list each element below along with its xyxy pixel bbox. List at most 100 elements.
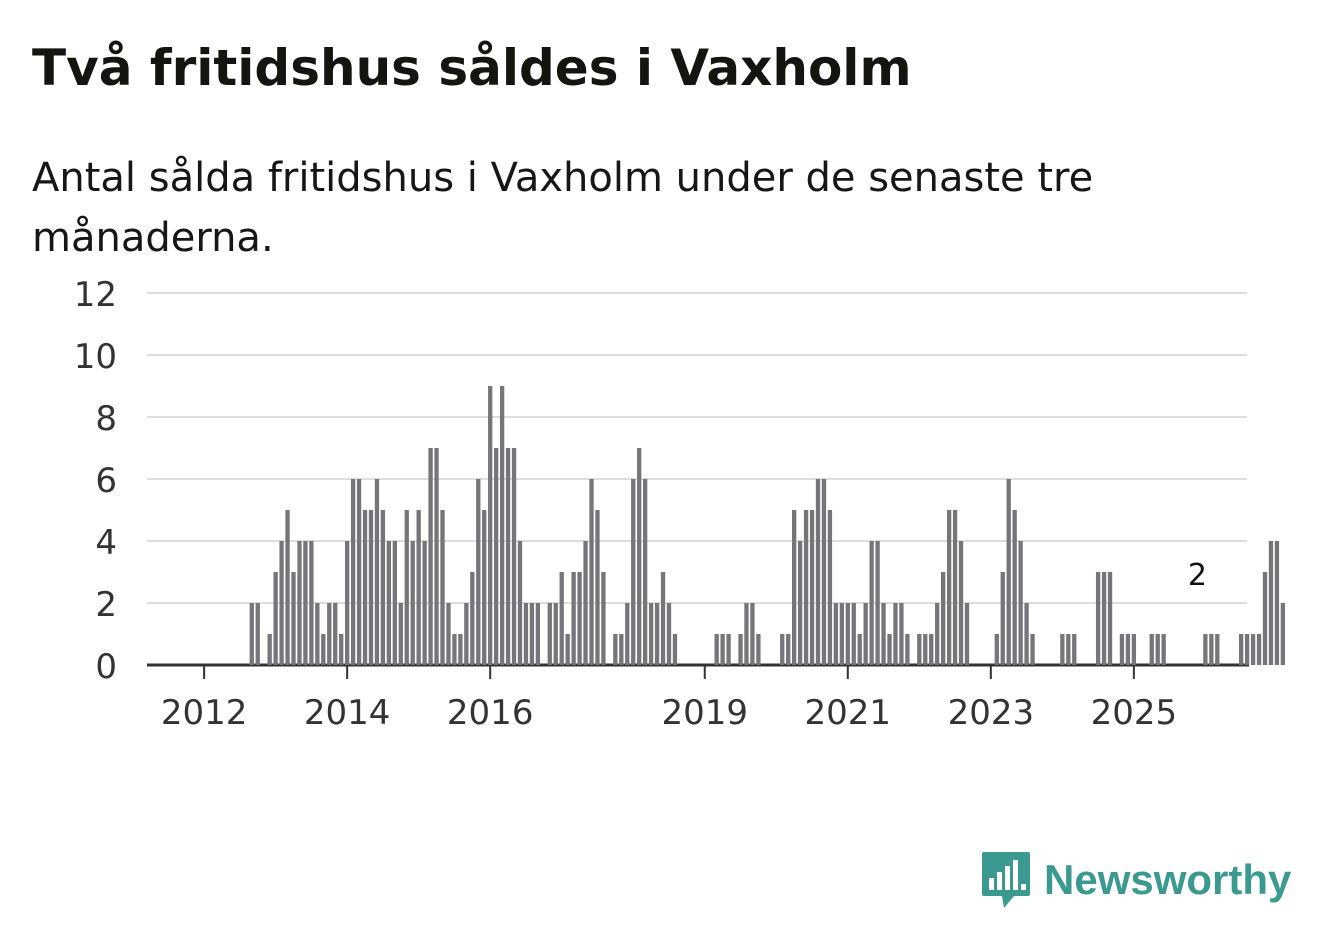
bar [601,572,606,665]
bar [416,510,421,665]
bar [309,541,314,665]
bar [660,572,666,665]
bar [756,634,761,665]
bar [643,479,648,665]
bar [857,634,862,665]
bar [333,603,338,665]
bar [1066,634,1071,665]
x-tick-label: 2021 [805,693,892,733]
bar [815,479,821,665]
bar [577,572,582,665]
bar [875,541,880,665]
y-tick-label: 0 [95,647,117,687]
bar [863,603,868,665]
bar [452,634,457,665]
bar [1107,572,1113,665]
x-tick-label: 2016 [447,693,534,733]
bar [809,510,815,665]
bar [339,634,344,665]
bar [368,510,374,665]
bar [726,634,731,665]
bar [672,634,678,665]
bar [613,634,618,665]
bar [458,634,463,665]
bar [583,541,588,665]
bar [792,510,797,665]
bar [440,510,445,665]
bar [589,479,594,665]
bar [380,510,386,665]
newsworthy-logo-icon [982,852,1030,908]
bar [249,603,254,665]
bar [625,603,630,665]
bar [839,603,844,665]
x-axis-ticks: 2012 2014 2016 2019 2021 2023 2025 [161,665,1177,733]
annotation-bubble [1185,557,1210,591]
bar [738,634,743,665]
bar [1262,572,1268,665]
bar [869,541,874,665]
bar [374,479,380,665]
bar [929,634,934,665]
bar [964,603,970,665]
bar [529,603,535,665]
bar [994,634,999,665]
brand-name: Newsworthy [1044,856,1292,903]
bar [255,603,260,665]
bar [935,603,940,665]
y-tick-label: 2 [95,585,117,625]
bar [1072,634,1077,665]
bar [1060,634,1065,665]
bar [535,603,541,665]
bar [631,479,636,665]
bar [350,479,356,665]
bar [1244,634,1250,665]
bar-series [249,386,1286,665]
bar [1030,634,1035,665]
bar [899,603,904,665]
bar [1274,541,1280,665]
bar [1161,634,1166,665]
bar [494,448,499,665]
bar [547,603,552,665]
bar [1268,541,1274,665]
bar [881,603,886,665]
bar [1018,541,1023,665]
bar [905,634,910,665]
bar [464,603,469,665]
bar [1012,510,1017,665]
bar [952,510,958,665]
bar [362,510,368,665]
bar [321,634,326,665]
bar [1000,572,1005,665]
bar [279,541,284,665]
bar [833,603,839,665]
bar [1256,634,1262,665]
bar [845,603,850,665]
annotation-label: 2 [1188,558,1207,593]
bar [553,603,558,665]
x-tick-label: 2019 [661,693,748,733]
bar [941,572,946,665]
chart-subtitle: Antal sålda fritidshus i Vaxholm under d… [32,155,1094,261]
bar [637,448,642,665]
bar [267,634,272,665]
gridlines [147,292,1249,667]
bar [887,634,892,665]
y-tick-label: 6 [95,461,117,501]
bar [1209,634,1214,665]
bar [571,572,576,665]
bar [386,541,392,665]
bar [291,572,296,665]
bar [398,603,403,665]
bar [780,634,785,665]
bar [1125,634,1131,665]
bar [356,479,362,665]
bar [750,603,755,665]
bar [482,510,487,665]
bar [565,634,570,665]
x-tick-label: 2014 [304,693,391,733]
bar [297,541,302,665]
bar [1119,634,1125,665]
